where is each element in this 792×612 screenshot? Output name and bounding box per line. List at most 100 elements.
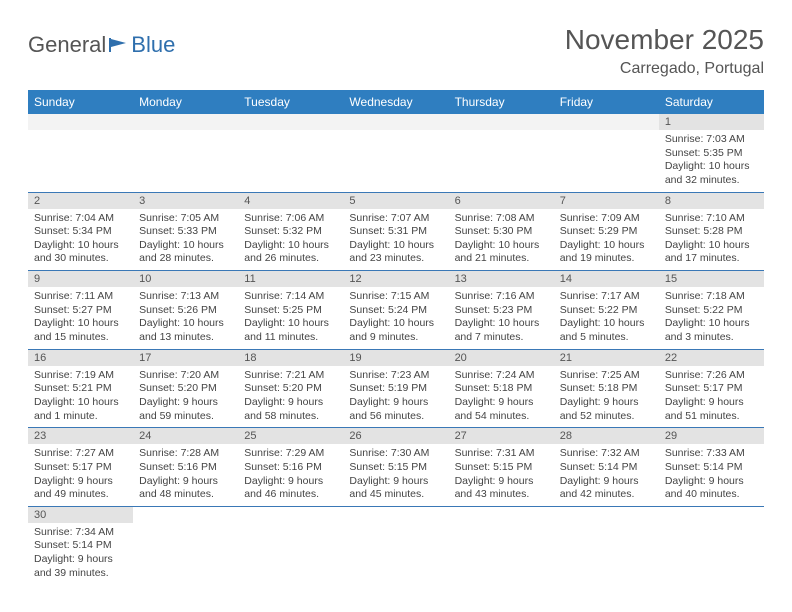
cell-body: Sunrise: 7:03 AMSunset: 5:35 PMDaylight:…: [659, 130, 764, 192]
sunrise-text: Sunrise: 7:29 AM: [244, 447, 337, 461]
sunrise-text: Sunrise: 7:30 AM: [349, 447, 442, 461]
cell-body: [343, 130, 448, 137]
calendar-cell: [238, 506, 343, 584]
calendar-cell: 3Sunrise: 7:05 AMSunset: 5:33 PMDaylight…: [133, 192, 238, 271]
weekday-header-row: Sunday Monday Tuesday Wednesday Thursday…: [28, 90, 764, 114]
day-number: 14: [554, 271, 659, 287]
cell-body: Sunrise: 7:28 AMSunset: 5:16 PMDaylight:…: [133, 444, 238, 506]
calendar-cell: [238, 114, 343, 192]
sunset-text: Sunset: 5:17 PM: [34, 461, 127, 475]
cell-body: Sunrise: 7:15 AMSunset: 5:24 PMDaylight:…: [343, 287, 448, 349]
day-number: 3: [133, 193, 238, 209]
day-number: [449, 114, 554, 130]
calendar-row: 9Sunrise: 7:11 AMSunset: 5:27 PMDaylight…: [28, 271, 764, 350]
calendar-cell: 21Sunrise: 7:25 AMSunset: 5:18 PMDayligh…: [554, 349, 659, 428]
sunrise-text: Sunrise: 7:24 AM: [455, 369, 548, 383]
cell-body: Sunrise: 7:04 AMSunset: 5:34 PMDaylight:…: [28, 209, 133, 271]
cell-body: Sunrise: 7:10 AMSunset: 5:28 PMDaylight:…: [659, 209, 764, 271]
calendar-cell: 2Sunrise: 7:04 AMSunset: 5:34 PMDaylight…: [28, 192, 133, 271]
sunset-text: Sunset: 5:24 PM: [349, 304, 442, 318]
cell-body: [238, 523, 343, 530]
cell-body: [554, 523, 659, 530]
daylight-text: Daylight: 10 hours and 19 minutes.: [560, 239, 653, 266]
cell-body: [133, 130, 238, 137]
sunrise-text: Sunrise: 7:25 AM: [560, 369, 653, 383]
sunset-text: Sunset: 5:27 PM: [34, 304, 127, 318]
sunrise-text: Sunrise: 7:21 AM: [244, 369, 337, 383]
day-number: 7: [554, 193, 659, 209]
cell-body: [28, 130, 133, 137]
cell-body: Sunrise: 7:20 AMSunset: 5:20 PMDaylight:…: [133, 366, 238, 428]
daylight-text: Daylight: 9 hours and 48 minutes.: [139, 475, 232, 502]
calendar-cell: [133, 114, 238, 192]
sunrise-text: Sunrise: 7:20 AM: [139, 369, 232, 383]
cell-body: Sunrise: 7:07 AMSunset: 5:31 PMDaylight:…: [343, 209, 448, 271]
cell-body: Sunrise: 7:14 AMSunset: 5:25 PMDaylight:…: [238, 287, 343, 349]
daylight-text: Daylight: 9 hours and 52 minutes.: [560, 396, 653, 423]
daylight-text: Daylight: 10 hours and 30 minutes.: [34, 239, 127, 266]
month-title: November 2025: [565, 24, 764, 56]
daylight-text: Daylight: 9 hours and 59 minutes.: [139, 396, 232, 423]
sunset-text: Sunset: 5:26 PM: [139, 304, 232, 318]
daylight-text: Daylight: 10 hours and 15 minutes.: [34, 317, 127, 344]
title-block: November 2025 Carregado, Portugal: [565, 24, 764, 78]
cell-body: Sunrise: 7:27 AMSunset: 5:17 PMDaylight:…: [28, 444, 133, 506]
calendar-page: General Blue November 2025 Carregado, Po…: [0, 0, 792, 584]
calendar-cell: [133, 506, 238, 584]
calendar-cell: 10Sunrise: 7:13 AMSunset: 5:26 PMDayligh…: [133, 271, 238, 350]
cell-body: Sunrise: 7:05 AMSunset: 5:33 PMDaylight:…: [133, 209, 238, 271]
cell-body: Sunrise: 7:31 AMSunset: 5:15 PMDaylight:…: [449, 444, 554, 506]
calendar-cell: 4Sunrise: 7:06 AMSunset: 5:32 PMDaylight…: [238, 192, 343, 271]
weekday-header: Saturday: [659, 90, 764, 114]
sunset-text: Sunset: 5:34 PM: [34, 225, 127, 239]
day-number: 6: [449, 193, 554, 209]
day-number: [238, 507, 343, 523]
calendar-cell: [449, 114, 554, 192]
logo-text-1: General: [28, 32, 106, 58]
daylight-text: Daylight: 10 hours and 3 minutes.: [665, 317, 758, 344]
cell-body: Sunrise: 7:32 AMSunset: 5:14 PMDaylight:…: [554, 444, 659, 506]
sunset-text: Sunset: 5:15 PM: [349, 461, 442, 475]
sunrise-text: Sunrise: 7:11 AM: [34, 290, 127, 304]
cell-body: Sunrise: 7:19 AMSunset: 5:21 PMDaylight:…: [28, 366, 133, 428]
day-number: 28: [554, 428, 659, 444]
cell-body: [449, 130, 554, 137]
sunset-text: Sunset: 5:18 PM: [455, 382, 548, 396]
weekday-header: Thursday: [449, 90, 554, 114]
calendar-cell: 13Sunrise: 7:16 AMSunset: 5:23 PMDayligh…: [449, 271, 554, 350]
day-number: 12: [343, 271, 448, 287]
sunrise-text: Sunrise: 7:03 AM: [665, 133, 758, 147]
calendar-row: 1Sunrise: 7:03 AMSunset: 5:35 PMDaylight…: [28, 114, 764, 192]
calendar-cell: 23Sunrise: 7:27 AMSunset: 5:17 PMDayligh…: [28, 428, 133, 507]
daylight-text: Daylight: 9 hours and 42 minutes.: [560, 475, 653, 502]
daylight-text: Daylight: 9 hours and 51 minutes.: [665, 396, 758, 423]
day-number: [343, 507, 448, 523]
weekday-header: Wednesday: [343, 90, 448, 114]
day-number: 4: [238, 193, 343, 209]
calendar-cell: 20Sunrise: 7:24 AMSunset: 5:18 PMDayligh…: [449, 349, 554, 428]
cell-body: Sunrise: 7:16 AMSunset: 5:23 PMDaylight:…: [449, 287, 554, 349]
day-number: 20: [449, 350, 554, 366]
sunrise-text: Sunrise: 7:17 AM: [560, 290, 653, 304]
cell-body: [659, 523, 764, 530]
day-number: 21: [554, 350, 659, 366]
day-number: 1: [659, 114, 764, 130]
sunset-text: Sunset: 5:15 PM: [455, 461, 548, 475]
calendar-cell: 1Sunrise: 7:03 AMSunset: 5:35 PMDaylight…: [659, 114, 764, 192]
sunset-text: Sunset: 5:30 PM: [455, 225, 548, 239]
calendar-cell: [554, 506, 659, 584]
sunrise-text: Sunrise: 7:13 AM: [139, 290, 232, 304]
daylight-text: Daylight: 9 hours and 56 minutes.: [349, 396, 442, 423]
calendar-cell: 17Sunrise: 7:20 AMSunset: 5:20 PMDayligh…: [133, 349, 238, 428]
sunset-text: Sunset: 5:33 PM: [139, 225, 232, 239]
calendar-cell: 25Sunrise: 7:29 AMSunset: 5:16 PMDayligh…: [238, 428, 343, 507]
calendar-cell: 19Sunrise: 7:23 AMSunset: 5:19 PMDayligh…: [343, 349, 448, 428]
cell-body: [554, 130, 659, 137]
daylight-text: Daylight: 10 hours and 23 minutes.: [349, 239, 442, 266]
day-number: 5: [343, 193, 448, 209]
cell-body: Sunrise: 7:25 AMSunset: 5:18 PMDaylight:…: [554, 366, 659, 428]
cell-body: Sunrise: 7:08 AMSunset: 5:30 PMDaylight:…: [449, 209, 554, 271]
daylight-text: Daylight: 9 hours and 49 minutes.: [34, 475, 127, 502]
day-number: [449, 507, 554, 523]
day-number: 18: [238, 350, 343, 366]
